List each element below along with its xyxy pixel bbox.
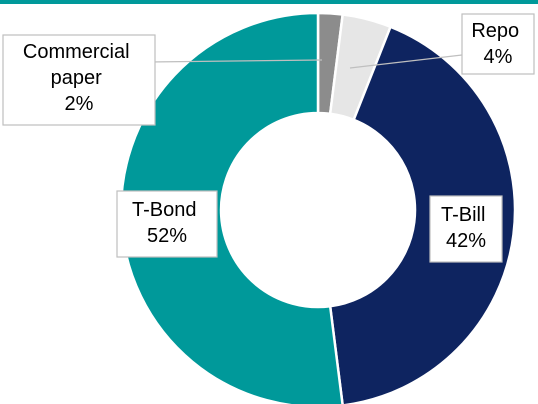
label-commercial-paper-name-line1: Commercial <box>23 41 130 63</box>
label-commercial-paper-name-line2: paper <box>51 67 102 89</box>
svg-text:T-Bond 52%: T-Bond 52% <box>132 199 202 247</box>
leader-line-commercial-paper <box>147 59 323 63</box>
label-t-bill: T-Bill 42% <box>429 195 503 263</box>
label-t-bond: T-Bond 52% <box>116 190 218 258</box>
label-t-bond-value: 52% <box>147 225 187 247</box>
svg-text:T-Bill 42%: T-Bill 42% <box>441 204 491 252</box>
slice-t-bond <box>119 11 344 404</box>
svg-text:Commercial paper 2: Commercial paper 2% <box>23 41 135 115</box>
leader-line-repo <box>349 54 463 69</box>
label-commercial-paper: Commercial paper 2% <box>2 34 156 126</box>
label-t-bill-name: T-Bill <box>441 204 485 226</box>
slice-t-bill <box>328 25 517 404</box>
label-repo-value: 4% <box>484 46 513 68</box>
label-commercial-paper-value: 2% <box>65 93 94 115</box>
donut-slices <box>119 11 517 404</box>
top-accent-rule <box>0 0 538 4</box>
label-t-bond-name: T-Bond <box>132 199 196 221</box>
label-repo-name: Repo <box>471 20 519 42</box>
label-t-bill-value: 42% <box>446 230 486 252</box>
label-repo: Repo 4% <box>461 13 535 75</box>
svg-text:Repo 4%: Repo 4% <box>471 20 524 68</box>
